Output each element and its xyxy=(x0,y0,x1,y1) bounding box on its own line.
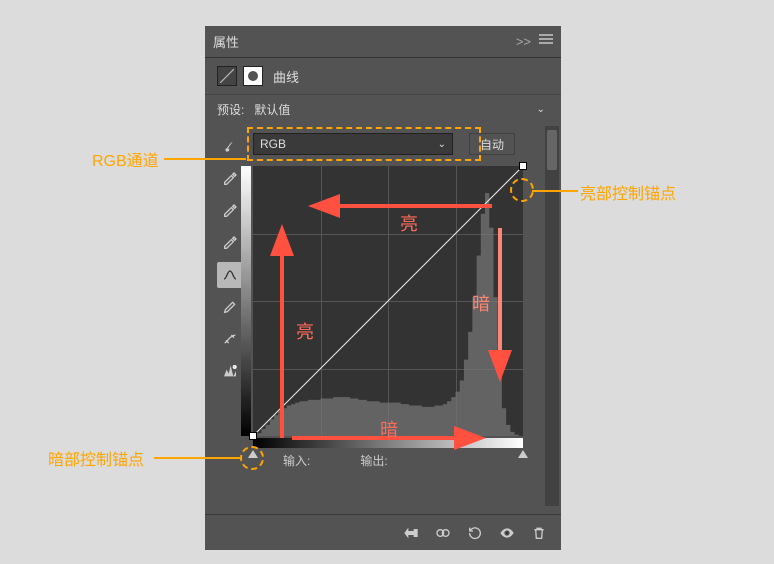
highlight-anchor-point[interactable] xyxy=(519,162,527,170)
black-point-eyedropper[interactable] xyxy=(217,166,243,192)
dark-label-right: 暗 xyxy=(472,290,490,316)
auto-button[interactable]: 自动 xyxy=(469,133,515,155)
reset-icon[interactable] xyxy=(467,525,483,541)
target-adjust-tool[interactable] xyxy=(217,134,243,160)
panel-title: 属性 xyxy=(213,32,516,51)
channel-value: RGB xyxy=(260,137,286,151)
preset-label: 预设: xyxy=(217,101,244,118)
scrollbar-thumb[interactable] xyxy=(547,130,557,170)
dark-label-bottom: 暗 xyxy=(380,416,398,442)
panel-menu-icon[interactable] xyxy=(539,34,553,49)
white-point-eyedropper[interactable] xyxy=(217,230,243,256)
rgb-channel-annotation: RGB通道 xyxy=(92,147,159,171)
curves-adjustment-icon[interactable] xyxy=(217,66,237,86)
black-slider[interactable] xyxy=(248,450,258,458)
visibility-icon[interactable] xyxy=(499,525,515,541)
clip-to-layer-icon[interactable] xyxy=(403,525,419,541)
input-output-row: 输入: 输出: xyxy=(253,452,551,469)
view-previous-icon[interactable] xyxy=(435,525,451,541)
shadow-anchor-point[interactable] xyxy=(249,432,257,440)
delete-icon[interactable] xyxy=(531,525,547,541)
properties-panel: 属性 >> 曲线 预设: 默认值 ⌄ ! xyxy=(205,26,561,550)
smooth-points-tool[interactable] xyxy=(217,326,243,352)
smooth-curve-tool[interactable] xyxy=(217,262,243,288)
chevron-down-icon: ⌄ xyxy=(537,104,545,115)
preset-dropdown[interactable]: 默认值 ⌄ xyxy=(250,100,549,120)
white-slider[interactable] xyxy=(518,450,528,458)
pencil-curve-tool[interactable] xyxy=(217,294,243,320)
output-label: 输出: xyxy=(360,452,387,469)
input-label: 输入: xyxy=(283,452,310,469)
chevron-down-icon: ⌄ xyxy=(438,139,446,150)
svg-text:!: ! xyxy=(234,365,235,369)
shadow-annotation-line xyxy=(154,457,242,459)
collapse-icon[interactable]: >> xyxy=(516,34,531,49)
scrollbar[interactable] xyxy=(545,126,559,506)
histogram-clip-tool[interactable]: ! xyxy=(217,358,243,384)
adjustment-type-row: 曲线 xyxy=(205,58,561,94)
rgb-annotation-line xyxy=(164,158,246,160)
layer-mask-icon[interactable] xyxy=(243,66,263,86)
highlight-annotation-line xyxy=(532,190,578,192)
gray-point-eyedropper[interactable] xyxy=(217,198,243,224)
output-gradient xyxy=(241,166,251,436)
channel-row: RGB ⌄ 自动 xyxy=(245,130,551,158)
panel-header: 属性 >> xyxy=(205,26,561,58)
preset-row: 预设: 默认值 ⌄ xyxy=(205,94,561,124)
bright-label-left: 亮 xyxy=(296,318,314,344)
adjustment-type-label: 曲线 xyxy=(273,67,299,86)
shadow-anchor-annotation: 暗部控制锚点 xyxy=(48,446,144,470)
preset-value: 默认值 xyxy=(254,101,290,118)
bright-label-top: 亮 xyxy=(400,210,418,236)
channel-dropdown[interactable]: RGB ⌄ xyxy=(253,133,453,155)
panel-footer xyxy=(205,514,561,550)
highlight-anchor-annotation: 亮部控制锚点 xyxy=(580,180,676,204)
